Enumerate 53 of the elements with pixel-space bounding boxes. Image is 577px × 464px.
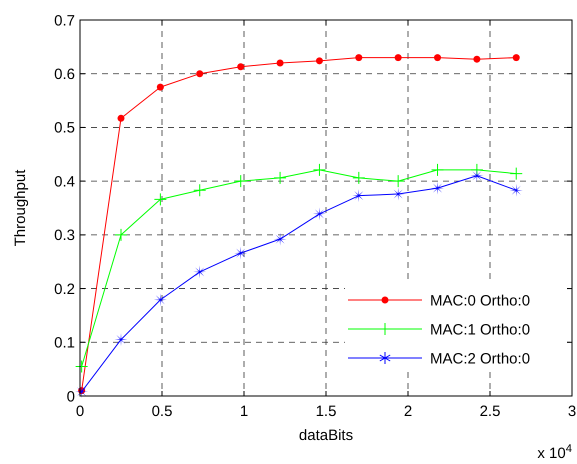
- point: [512, 54, 520, 62]
- point: [193, 265, 206, 278]
- point: [234, 246, 248, 260]
- point: [237, 63, 244, 70]
- point: [154, 192, 167, 206]
- legend-label: MAC:0 Ortho:0: [430, 292, 530, 310]
- point: [156, 84, 164, 91]
- point: [75, 385, 88, 398]
- x-tick-label: 2.5: [480, 403, 500, 420]
- point: [154, 293, 167, 306]
- y-tick-label: 0.4: [54, 173, 75, 190]
- point: [118, 114, 124, 122]
- point: [274, 171, 287, 184]
- y-tick-label: 0.6: [54, 66, 75, 83]
- point: [392, 174, 405, 188]
- point: [473, 56, 480, 63]
- point: [312, 207, 326, 220]
- point: [234, 174, 248, 188]
- point: [352, 171, 366, 184]
- point: [470, 163, 484, 176]
- x-axis-title: dataBits: [298, 427, 354, 444]
- point: [394, 54, 402, 62]
- y-tick-label: 0.3: [54, 227, 75, 244]
- point: [510, 184, 523, 197]
- x-tick-label: 1.5: [316, 403, 336, 420]
- text: x 10$^{4}$: [537, 443, 572, 462]
- point: [355, 54, 362, 62]
- y-tick-label: 0.5: [54, 120, 75, 137]
- point: [193, 184, 206, 197]
- point: [510, 167, 523, 180]
- point: [75, 360, 88, 373]
- point: [196, 70, 204, 78]
- x-tick-label: 0.5: [152, 403, 172, 420]
- x-tick-label: 3: [568, 403, 576, 420]
- point: [352, 189, 366, 202]
- y-tick-label: 0.2: [54, 280, 75, 298]
- point: [312, 163, 326, 176]
- x-tick-label: 1: [240, 403, 248, 420]
- x-tick-label: 2: [404, 403, 412, 420]
- point: [274, 232, 287, 246]
- y-tick-label: 0: [66, 388, 75, 406]
- point: [114, 333, 128, 346]
- y-tick-label: 0.1: [54, 334, 75, 352]
- legend-label: MAC:1 Ortho:0: [430, 321, 530, 338]
- point: [434, 54, 442, 62]
- point: [316, 57, 323, 64]
- y-axis-title: Throughput: [12, 168, 29, 246]
- legend-label: MAC:2 Ortho:0: [430, 350, 530, 368]
- point: [431, 163, 444, 176]
- point: [276, 59, 284, 66]
- point: [114, 228, 128, 242]
- y-tick-label: 0.7: [54, 12, 75, 30]
- point: [470, 169, 484, 182]
